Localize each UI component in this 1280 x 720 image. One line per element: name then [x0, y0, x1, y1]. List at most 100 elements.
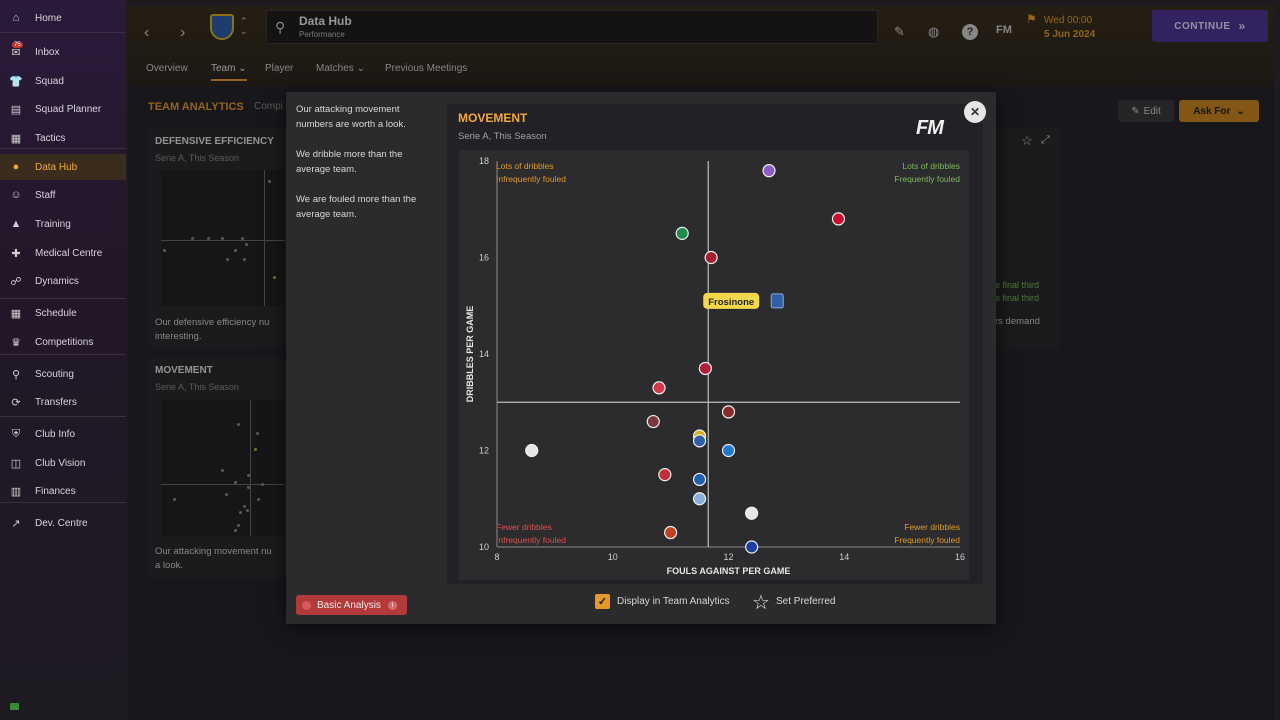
sidebar-item-finances[interactable]: ▥ Finances: [0, 478, 126, 504]
y-axis-label: DRIBBLES PER GAME: [465, 306, 475, 403]
calendar-icon: ▦: [10, 307, 22, 320]
forward-arrow-icon[interactable]: ›: [180, 24, 186, 41]
set-preferred-label[interactable]: Set Preferred: [776, 596, 836, 607]
sidebar-item-label: Squad: [35, 75, 64, 87]
club-crest-icon[interactable]: [210, 14, 234, 40]
y-tick-label: 18: [479, 156, 489, 166]
mini-plot-point: [256, 432, 259, 435]
pencil-small-icon: ✎: [1131, 105, 1140, 117]
movement-mini-plot: [161, 400, 285, 536]
quadrant-label-top-left-1: Lots of dribbles: [496, 161, 554, 171]
sidebar-item-schedule[interactable]: ▦ Schedule: [0, 300, 126, 326]
sidebar-item-label: Tactics: [35, 132, 66, 144]
sidebar-item-label: Scouting: [35, 368, 74, 380]
team-crest-point: [692, 434, 707, 448]
sidebar-item-club-info[interactable]: ⛨ Club Info: [0, 421, 126, 447]
search-box[interactable]: ⚲ Data Hub Performance: [266, 10, 878, 44]
mini-plot-point: [247, 474, 250, 477]
sidebar-item-transfers[interactable]: ⟳ Transfers: [0, 389, 126, 415]
sidebar-item-label: Staff: [35, 189, 56, 201]
help-icon[interactable]: ?: [962, 24, 978, 40]
sidebar-item-tactics[interactable]: ▦ Tactics: [0, 125, 126, 151]
star-icon[interactable]: ☆: [752, 592, 770, 614]
top-bar: ‹ › ⌃ ⌄ ⚲ Data Hub Performance ✎ ◍ ? FM ⚑…: [128, 6, 1274, 86]
mini-plot-hline: [161, 484, 285, 485]
close-icon: ✕: [969, 105, 981, 119]
mini-plot-point: [237, 423, 240, 426]
favourite-star-icon[interactable]: ☆: [1021, 133, 1033, 148]
sidebar-item-label: Squad Planner: [35, 103, 102, 115]
info-icon: i: [387, 600, 397, 610]
sidebar-item-squad[interactable]: 👕 Squad: [0, 68, 126, 94]
tab-matches[interactable]: Matches ⌄: [316, 63, 365, 74]
trophy-icon: ♛: [11, 336, 21, 349]
sidebar-divider: [0, 148, 126, 149]
basic-analysis-button[interactable]: Basic Analysis i: [296, 595, 407, 615]
mini-plot-point: [191, 237, 194, 240]
chart-subtitle: Serie A, This Season: [458, 131, 547, 142]
expand-icon[interactable]: ⤢: [1041, 134, 1050, 146]
sidebar-item-inbox[interactable]: ✉ 75 Inbox: [0, 39, 126, 65]
sidebar-item-dev-centre[interactable]: ↗ Dev. Centre: [0, 510, 126, 536]
x-tick-label: 10: [608, 552, 618, 562]
continue-button[interactable]: CONTINUE »: [1152, 10, 1268, 42]
sidebar-item-label: Training: [35, 218, 71, 230]
flag-icon[interactable]: ⚑: [1026, 12, 1037, 26]
check-icon: ✓: [597, 596, 608, 608]
double-chevron-icon: »: [1238, 19, 1246, 33]
close-button[interactable]: ✕: [964, 101, 986, 123]
mini-plot-point: [237, 524, 240, 527]
medical-icon: ✚: [11, 247, 21, 260]
right-partial-card[interactable]: [985, 128, 1059, 350]
quadrant-label-bottom-left-2: Infrequently fouled: [496, 535, 566, 545]
sidebar-item-dynamics[interactable]: ☍ Dynamics: [0, 268, 126, 294]
status-indicator-icon[interactable]: [10, 703, 19, 710]
team-crest-point: [831, 212, 846, 226]
mini-plot-point: [221, 237, 224, 240]
team-crest-point: [721, 405, 736, 419]
sidebar-item-staff[interactable]: ☺ Staff: [0, 182, 126, 208]
team-crest-point: [652, 381, 666, 395]
sidebar-item-home[interactable]: ⌂ Home: [0, 5, 126, 31]
tab-previous-meetings[interactable]: Previous Meetings: [385, 63, 468, 74]
dev-centre-icon: ↗: [11, 517, 21, 530]
right-card-text-1: e final third: [995, 280, 1040, 290]
sidebar-item-label: Finances: [35, 485, 76, 497]
sidebar-item-medical-centre[interactable]: ✚ Medical Centre: [0, 240, 126, 266]
sidebar-item-label: Club Info: [35, 428, 76, 440]
pencil-icon[interactable]: ✎: [894, 24, 905, 39]
sidebar-item-data-hub[interactable]: ● Data Hub: [0, 154, 126, 180]
sidebar-item-club-vision[interactable]: ◫ Club Vision: [0, 450, 126, 476]
x-tick-label: 14: [839, 552, 849, 562]
defensive-card-title: DEFENSIVE EFFICIENCY: [155, 136, 274, 147]
globe-icon[interactable]: ◍: [928, 24, 940, 39]
defensive-card-text-2: interesting.: [155, 331, 202, 342]
team-crest-point: [646, 414, 660, 429]
movement-card-title: MOVEMENT: [155, 365, 213, 376]
basic-analysis-label: Basic Analysis: [317, 599, 381, 611]
tactics-icon: ▦: [10, 132, 22, 145]
tab-player[interactable]: Player: [265, 63, 294, 74]
ask-for-button[interactable]: Ask For ⌄: [1179, 100, 1259, 122]
tab-team[interactable]: Team ⌄: [211, 63, 247, 81]
sidebar-item-squad-planner[interactable]: ▤ Squad Planner: [0, 96, 126, 122]
home-icon: ⌂: [12, 12, 20, 24]
team-crest-point: [692, 492, 707, 506]
sidebar-item-label: Competitions: [35, 336, 94, 348]
section-title: TEAM ANALYTICS: [148, 101, 244, 113]
sidebar-item-training[interactable]: ▲ Training: [0, 211, 126, 237]
sidebar-item-competitions[interactable]: ♛ Competitions: [0, 329, 126, 355]
date-display[interactable]: Wed 00:00 5 Jun 2024: [1044, 14, 1095, 42]
chevron-down-icon: ⌄: [1236, 105, 1245, 117]
club-switch-chevron-icon[interactable]: ⌃ ⌄: [240, 16, 248, 36]
back-arrow-icon[interactable]: ‹: [144, 24, 150, 41]
y-tick-label: 16: [479, 253, 489, 263]
highlight-label: Frosinone: [708, 297, 754, 308]
display-in-team-analytics-checkbox[interactable]: ✓: [595, 594, 610, 609]
sidebar-item-scouting[interactable]: ⚲ Scouting: [0, 361, 126, 387]
fm-menu-icon[interactable]: FM: [996, 24, 1012, 36]
tab-overview[interactable]: Overview: [146, 63, 188, 74]
edit-button[interactable]: ✎ Edit: [1118, 100, 1174, 122]
mini-plot-point: [173, 498, 176, 501]
display-in-team-analytics-label: Display in Team Analytics: [617, 596, 730, 607]
